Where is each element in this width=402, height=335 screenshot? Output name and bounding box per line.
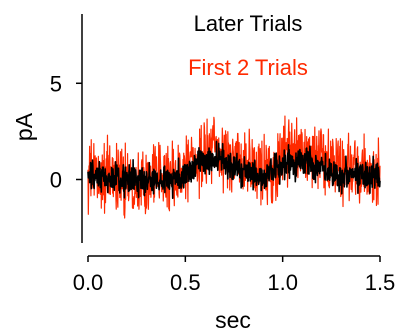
x-ticks: 0.0 0.5 1.0 1.5	[73, 256, 396, 295]
traces-layer	[87, 115, 381, 219]
y-ticks: 05	[50, 71, 82, 192]
x-tick-label: 0.0	[73, 270, 104, 295]
y-tick-label: 0	[50, 167, 62, 192]
series-line-later-trials	[87, 140, 381, 199]
x-axis-label: sec	[215, 307, 251, 333]
x-tick-label: 1.5	[365, 270, 396, 295]
legend-label-later-trials: Later Trials	[194, 11, 303, 36]
legend-label-first-2-trials: First 2 Trials	[188, 55, 308, 80]
legend: Later Trials First 2 Trials	[188, 11, 308, 80]
x-tick-label: 1.0	[267, 270, 298, 295]
y-tick-label: 5	[50, 71, 62, 96]
x-tick-label: 0.5	[170, 270, 201, 295]
y-axis-label: pA	[11, 112, 37, 141]
